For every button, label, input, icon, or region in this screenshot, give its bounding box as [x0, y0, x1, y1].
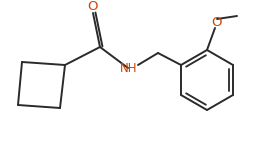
Text: O: O — [87, 0, 97, 12]
Text: O: O — [212, 16, 222, 30]
Text: NH: NH — [120, 62, 138, 76]
